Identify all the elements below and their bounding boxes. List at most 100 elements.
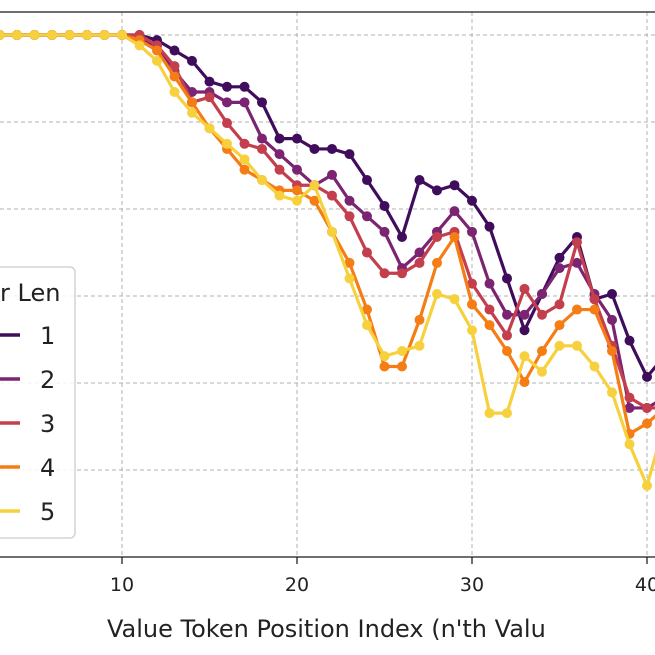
data-point bbox=[362, 320, 372, 331]
data-point bbox=[642, 371, 652, 382]
data-point bbox=[502, 330, 512, 341]
data-point bbox=[519, 351, 530, 362]
data-point bbox=[344, 257, 355, 268]
data-point bbox=[414, 247, 425, 258]
data-point bbox=[642, 402, 652, 413]
data-point bbox=[397, 232, 407, 243]
data-point bbox=[222, 97, 232, 108]
data-point bbox=[624, 439, 635, 450]
data-point bbox=[239, 97, 250, 108]
data-point bbox=[519, 309, 530, 320]
data-point bbox=[537, 309, 547, 320]
data-point bbox=[502, 273, 512, 284]
data-point bbox=[344, 149, 355, 160]
legend-label: 2 bbox=[40, 366, 55, 394]
data-point bbox=[624, 335, 635, 346]
data-point bbox=[222, 118, 232, 129]
data-point bbox=[397, 268, 407, 279]
legend-label: 3 bbox=[40, 410, 55, 438]
data-point bbox=[572, 340, 582, 351]
data-point bbox=[169, 45, 180, 56]
data-point bbox=[537, 289, 547, 299]
data-point bbox=[449, 206, 460, 217]
data-point bbox=[187, 97, 197, 108]
data-point bbox=[239, 164, 250, 175]
data-point bbox=[607, 345, 617, 356]
data-point bbox=[344, 195, 355, 206]
data-point bbox=[642, 418, 652, 429]
data-point bbox=[432, 185, 442, 196]
data-point bbox=[239, 138, 250, 149]
data-point bbox=[484, 320, 495, 331]
data-point bbox=[0, 30, 5, 40]
data-point bbox=[134, 40, 145, 51]
series-line bbox=[0, 33, 655, 436]
series-layer bbox=[0, 30, 655, 491]
x-tick-label: 20 bbox=[285, 574, 309, 596]
data-point bbox=[467, 195, 477, 206]
legend-label: 5 bbox=[40, 498, 55, 526]
data-point bbox=[362, 175, 372, 186]
data-point bbox=[362, 211, 372, 222]
x-tick-label: 10 bbox=[110, 574, 134, 596]
data-point bbox=[292, 133, 302, 144]
data-point bbox=[414, 257, 425, 268]
data-point bbox=[467, 299, 477, 310]
data-point bbox=[274, 190, 285, 201]
data-point bbox=[344, 211, 355, 222]
data-point bbox=[274, 149, 285, 160]
data-point bbox=[187, 107, 197, 118]
data-point bbox=[554, 320, 565, 331]
data-point bbox=[642, 480, 652, 491]
data-point bbox=[99, 30, 110, 40]
data-point bbox=[239, 81, 250, 92]
data-point bbox=[519, 283, 530, 294]
data-point bbox=[554, 340, 565, 351]
data-point bbox=[152, 55, 162, 66]
data-point bbox=[397, 345, 407, 356]
data-point bbox=[274, 164, 285, 175]
x-tick-label: 40 bbox=[635, 574, 655, 596]
data-point bbox=[309, 180, 320, 191]
legend-label: 4 bbox=[40, 454, 55, 482]
data-point bbox=[519, 325, 530, 336]
data-point bbox=[239, 154, 250, 165]
data-point bbox=[204, 92, 215, 103]
data-point bbox=[222, 138, 232, 149]
data-point bbox=[432, 232, 442, 243]
data-point bbox=[169, 86, 180, 97]
data-point bbox=[484, 221, 495, 232]
series-4 bbox=[0, 30, 655, 439]
data-point bbox=[589, 294, 600, 305]
legend-box bbox=[0, 266, 76, 539]
data-point bbox=[502, 345, 512, 356]
data-point bbox=[152, 45, 162, 56]
data-point bbox=[379, 200, 390, 211]
data-point bbox=[589, 361, 600, 372]
data-point bbox=[379, 226, 390, 237]
data-point bbox=[467, 325, 477, 336]
data-point bbox=[572, 257, 582, 268]
data-point bbox=[502, 309, 512, 320]
data-point bbox=[344, 273, 355, 284]
data-point bbox=[82, 30, 92, 40]
data-point bbox=[449, 232, 460, 243]
data-point bbox=[554, 299, 565, 310]
series-5 bbox=[0, 30, 655, 491]
data-point bbox=[537, 345, 547, 356]
data-point bbox=[327, 190, 337, 201]
data-point bbox=[432, 257, 442, 268]
data-point bbox=[204, 123, 215, 134]
data-point bbox=[292, 185, 302, 196]
data-point bbox=[379, 361, 390, 372]
data-point bbox=[624, 392, 635, 403]
data-point bbox=[362, 304, 372, 315]
legend-entries: 1 2 3 4 5 bbox=[0, 322, 55, 526]
data-point bbox=[257, 133, 267, 144]
data-point bbox=[572, 237, 582, 248]
data-point bbox=[169, 71, 180, 82]
data-point bbox=[537, 366, 547, 377]
data-point bbox=[12, 30, 22, 40]
data-point bbox=[449, 294, 460, 305]
